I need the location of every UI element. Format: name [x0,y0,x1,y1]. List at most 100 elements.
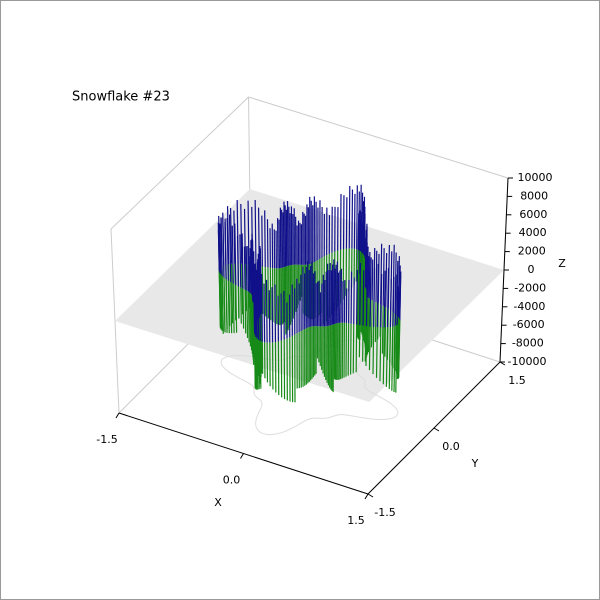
surface-strip [229,208,233,264]
surface-strip [243,208,246,265]
floor-outline [220,339,399,436]
x-tick [364,493,369,500]
surface-strip [234,263,237,321]
z-tick-label: -4000 [513,300,545,313]
surface-strip [356,185,358,250]
z-tick-label: -6000 [513,318,545,331]
surface-strip [382,248,385,306]
surface-strip [385,327,389,387]
surface-strip [224,221,227,280]
y-tick-label: 0.0 [442,440,460,453]
surface-strip [234,223,237,286]
surface-strip [359,262,362,326]
surface-strip [230,282,233,334]
surface-strip [357,250,360,298]
surface-strip [393,325,396,392]
surface-strip [377,253,380,304]
surface-strip [366,297,369,355]
surface-strip [353,193,356,249]
surface-strip [241,263,244,315]
surface-strip [388,326,391,390]
x-tick-label: 0.0 [223,474,241,487]
surface-strip [376,263,379,328]
surface-strip [381,305,384,354]
surface-strip [386,267,390,328]
surface-strip [233,210,236,264]
surface-strip [382,327,385,385]
surface-strip [261,273,263,342]
z-tick-label: 8000 [520,189,548,202]
surface-strip [232,283,235,334]
surface-strip [239,234,242,288]
surface-strip [240,204,243,264]
surface-strip [249,292,252,347]
surface-strip [223,277,226,333]
surface-strip [357,274,360,340]
z-tick-label: -8000 [512,337,544,350]
surface-strip [392,276,395,327]
surface-strip [359,184,362,252]
surface-strip [371,259,374,301]
surface-strip [355,324,358,373]
surface-strip [228,214,232,283]
surface-strip [254,335,257,390]
surface-strip [258,317,261,384]
surface-strip [254,200,257,266]
surface-strip [389,279,392,327]
surface-strip [358,191,360,251]
surface-strip [379,327,382,382]
surface-strip [245,246,248,291]
surface-strip [351,189,354,249]
surface-strip [237,286,240,319]
surface-strip [263,283,266,343]
surface-strip [230,263,234,324]
surface-strip [256,272,259,321]
surface-strip [247,291,250,343]
chart-title: Snowflake #23 [72,90,170,105]
surface-strip [254,280,257,338]
surface-strip [368,326,371,371]
surface-strip [225,279,228,333]
surface-strip [241,233,244,289]
surface-strip [365,264,368,327]
z-tick-label: -10000 [508,355,547,368]
surface-strip [358,210,361,275]
surface-strip [361,192,364,253]
surface-strip [360,252,363,304]
surface-strip [256,338,259,390]
surface-strip [362,270,365,326]
surface-strip [218,215,221,273]
surface-strip [244,263,247,312]
z-tick-label: 6000 [519,208,547,221]
surface-strip [247,245,250,292]
surface-strip [395,324,398,393]
pane-edge [110,96,249,230]
surface-strip [362,201,365,254]
surface-strip [259,340,262,389]
y-tick-label: 1.5 [508,374,526,387]
surface-strip [240,287,242,324]
surface-strip [226,206,230,265]
y-tick-label: -1.5 [374,506,395,519]
surface-strip [377,303,379,340]
surface-strip [257,260,260,318]
z-axis-label: Z [558,257,566,270]
surface-strip [221,275,224,332]
surface-strip [397,256,400,317]
surface-strip [373,268,376,328]
surface-strip [256,320,259,376]
z-tick-label: 2000 [518,245,546,258]
surface-strip [264,210,266,267]
surface-strip [394,274,397,326]
surface-strip [375,327,378,378]
surface-strip [396,316,399,374]
surface-strip [363,196,366,256]
surface-strip [367,298,370,353]
surface-strip [398,265,401,319]
z-tick-label: 0 [528,263,535,276]
surface-strip [367,256,370,298]
surface-strip [227,280,230,334]
y-tick [367,493,374,498]
surface-strip [254,286,256,336]
x-tick-label: -1.5 [96,433,117,446]
